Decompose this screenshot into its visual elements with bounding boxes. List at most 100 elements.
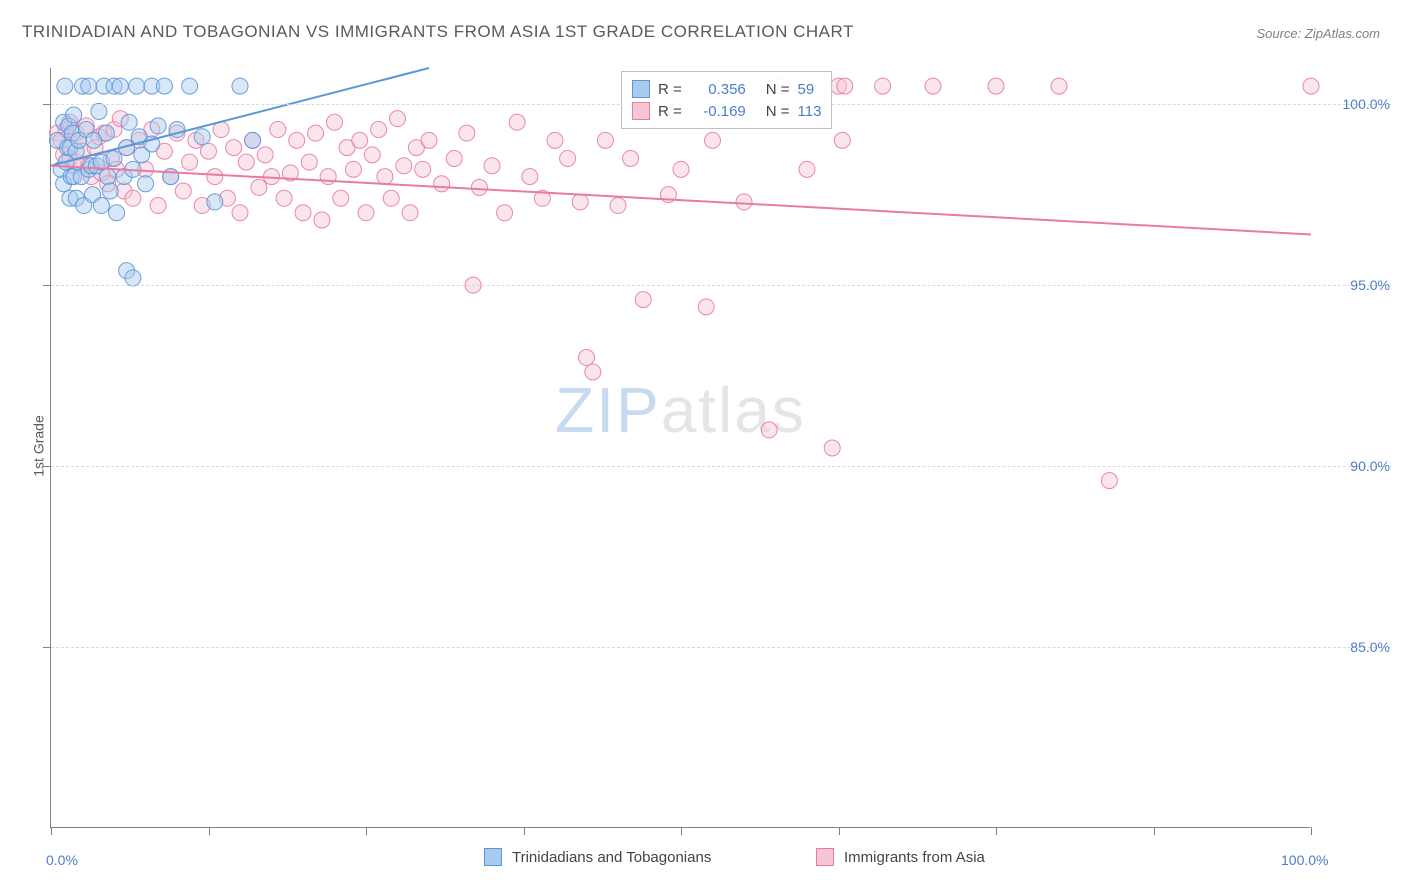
data-point bbox=[383, 190, 399, 206]
data-point bbox=[66, 107, 82, 123]
x-tick bbox=[209, 827, 210, 835]
data-point bbox=[736, 194, 752, 210]
data-point bbox=[484, 158, 500, 174]
x-tick-label: 100.0% bbox=[1281, 852, 1328, 868]
data-point bbox=[415, 161, 431, 177]
data-point bbox=[1051, 78, 1067, 94]
x-tick-label: 0.0% bbox=[46, 852, 78, 868]
data-point bbox=[93, 198, 109, 214]
data-point bbox=[106, 150, 122, 166]
data-point bbox=[471, 179, 487, 195]
data-point bbox=[572, 194, 588, 210]
data-point bbox=[352, 132, 368, 148]
data-point bbox=[623, 150, 639, 166]
legend-row: R = 0.356N = 59 bbox=[632, 78, 821, 100]
source-attribution: Source: ZipAtlas.com bbox=[1256, 26, 1380, 41]
data-point bbox=[182, 154, 198, 170]
data-point bbox=[226, 140, 242, 156]
legend-swatch bbox=[632, 80, 650, 98]
data-point bbox=[194, 129, 210, 145]
y-tick bbox=[43, 285, 51, 286]
data-point bbox=[522, 169, 538, 185]
data-point bbox=[705, 132, 721, 148]
y-tick-label: 90.0% bbox=[1350, 458, 1390, 474]
data-point bbox=[345, 161, 361, 177]
legend-swatch bbox=[632, 102, 650, 120]
data-point bbox=[125, 270, 141, 286]
data-point bbox=[390, 111, 406, 127]
data-point bbox=[129, 78, 145, 94]
data-point bbox=[327, 114, 343, 130]
data-point bbox=[138, 176, 154, 192]
gridline bbox=[51, 285, 1391, 286]
data-point bbox=[698, 299, 714, 315]
x-tick bbox=[681, 827, 682, 835]
data-point bbox=[289, 132, 305, 148]
x-tick bbox=[524, 827, 525, 835]
data-point bbox=[585, 364, 601, 380]
data-point bbox=[834, 132, 850, 148]
data-point bbox=[988, 78, 1004, 94]
data-point bbox=[925, 78, 941, 94]
legend-r-label: R = bbox=[658, 81, 682, 98]
data-point bbox=[799, 161, 815, 177]
legend-label: Immigrants from Asia bbox=[844, 849, 985, 866]
x-tick bbox=[1311, 827, 1312, 835]
data-point bbox=[547, 132, 563, 148]
data-point bbox=[358, 205, 374, 221]
bottom-legend-item: Immigrants from Asia bbox=[816, 848, 985, 866]
data-point bbox=[121, 114, 137, 130]
data-point bbox=[102, 183, 118, 199]
gridline bbox=[51, 466, 1391, 467]
data-point bbox=[446, 150, 462, 166]
y-tick bbox=[43, 104, 51, 105]
y-tick-label: 85.0% bbox=[1350, 639, 1390, 655]
legend-r-label: R = bbox=[658, 103, 682, 120]
data-point bbox=[824, 440, 840, 456]
data-point bbox=[421, 132, 437, 148]
legend-label: Trinidadians and Tobagonians bbox=[512, 849, 711, 866]
y-tick bbox=[43, 647, 51, 648]
data-point bbox=[150, 198, 166, 214]
data-point bbox=[270, 122, 286, 138]
chart-svg bbox=[51, 68, 1310, 827]
data-point bbox=[251, 179, 267, 195]
data-point bbox=[301, 154, 317, 170]
plot-area: ZIPatlas 85.0%90.0%95.0%100.0%0.0%100.0%… bbox=[50, 68, 1310, 828]
data-point bbox=[333, 190, 349, 206]
data-point bbox=[320, 169, 336, 185]
data-point bbox=[459, 125, 475, 141]
data-point bbox=[238, 154, 254, 170]
data-point bbox=[308, 125, 324, 141]
legend-n-value: 59 bbox=[798, 81, 815, 98]
y-tick-label: 100.0% bbox=[1343, 96, 1390, 112]
data-point bbox=[207, 194, 223, 210]
data-point bbox=[125, 190, 141, 206]
data-point bbox=[175, 183, 191, 199]
x-tick bbox=[51, 827, 52, 835]
data-point bbox=[1101, 473, 1117, 489]
legend-row: R = -0.169N = 113 bbox=[632, 100, 821, 122]
data-point bbox=[837, 78, 853, 94]
data-point bbox=[112, 78, 128, 94]
data-point bbox=[434, 176, 450, 192]
data-point bbox=[91, 103, 107, 119]
y-tick bbox=[43, 466, 51, 467]
legend-r-value: 0.356 bbox=[690, 81, 746, 98]
data-point bbox=[364, 147, 380, 163]
legend-swatch bbox=[484, 848, 502, 866]
data-point bbox=[81, 78, 97, 94]
data-point bbox=[232, 205, 248, 221]
x-tick bbox=[1154, 827, 1155, 835]
data-point bbox=[560, 150, 576, 166]
data-point bbox=[150, 118, 166, 134]
data-point bbox=[377, 169, 393, 185]
x-tick bbox=[839, 827, 840, 835]
data-point bbox=[579, 350, 595, 366]
chart-title: TRINIDADIAN AND TOBAGONIAN VS IMMIGRANTS… bbox=[22, 22, 854, 42]
data-point bbox=[182, 78, 198, 94]
data-point bbox=[156, 78, 172, 94]
y-tick-label: 95.0% bbox=[1350, 277, 1390, 293]
data-point bbox=[314, 212, 330, 228]
data-point bbox=[109, 205, 125, 221]
